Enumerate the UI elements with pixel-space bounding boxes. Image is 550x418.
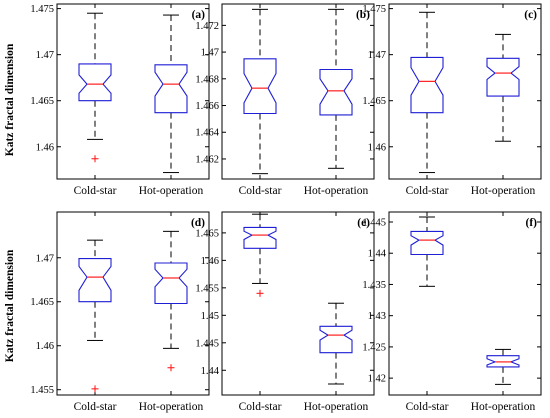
y-tick-label: 1.445: [362, 217, 386, 228]
panels: 1.46 1.465 1.47 1.475 Cold-star Hot-operation…: [30, 3, 542, 413]
category-label: Cold-star: [239, 185, 282, 197]
panel-frame: [388, 3, 542, 180]
panel-label: (b): [356, 9, 370, 21]
category-label: Hot-operation: [139, 185, 204, 197]
panel-frame: [221, 3, 375, 180]
y-tick-label: 1.47: [368, 50, 386, 61]
y-tick-label: 1.462: [195, 154, 219, 165]
y-axis-label-top: Katz fractal dimension: [4, 43, 16, 156]
panel-d: 1.455 1.46 1.465 1.47 Cold-star Hot-operation…: [30, 211, 210, 413]
panel-label: (f): [526, 217, 538, 229]
panel-frame: [388, 211, 542, 396]
box-cold-star: [78, 12, 112, 163]
y-axis-label-bottom: Katz fractal dimension: [4, 249, 16, 362]
notched-box: [154, 64, 188, 114]
y-tick-label: 1.45: [201, 311, 219, 322]
category-label: Hot-operation: [304, 401, 369, 413]
panel-frame: [56, 3, 210, 180]
y-tick-label: 1.464: [195, 128, 219, 139]
category-label: Cold-star: [74, 185, 117, 197]
category-label: Cold-star: [406, 185, 449, 197]
box-cold-star: [243, 213, 277, 297]
outlier-marker: [256, 289, 264, 297]
box-cold-star: [243, 8, 277, 175]
category-label: Cold-star: [74, 401, 117, 413]
category-label: Hot-operation: [471, 401, 536, 413]
y-tick-label: 1.425: [362, 342, 386, 353]
outlier-marker: [91, 385, 99, 393]
box-cold-star: [410, 216, 444, 287]
panel-b: 1.462 1.464 1.466 1.468 1.47 1.472 Cold-star Ho…: [195, 3, 375, 197]
notched-box: [243, 58, 277, 115]
y-tick-label: 1.46: [36, 142, 54, 153]
notched-box: [410, 230, 444, 256]
y-tick-label: 1.475: [362, 4, 386, 15]
box-cold-star: [78, 239, 112, 393]
y-tick-label: 1.472: [195, 21, 219, 32]
y-tick-label: 1.46: [201, 256, 219, 267]
category-label: Cold-star: [239, 401, 282, 413]
y-tick-label: 1.455: [195, 283, 219, 294]
notched-box: [410, 56, 444, 114]
panel-f: 1.42 1.425 1.43 1.435 1.44 1.445 Cold-star Hot-…: [362, 211, 542, 413]
panel-c: 1.46 1.465 1.47 1.475 Cold-star Hot-operation…: [362, 3, 542, 197]
y-tick-label: 1.42: [368, 374, 386, 385]
y-tick-label: 1.465: [362, 96, 386, 107]
y-tick-label: 1.435: [362, 280, 386, 291]
category-label: Hot-operation: [139, 401, 204, 413]
y-tick-label: 1.475: [30, 4, 54, 15]
outlier-marker: [167, 364, 175, 372]
notched-box: [486, 57, 520, 97]
notched-box: [243, 226, 277, 249]
y-tick-label: 1.468: [195, 74, 219, 85]
category-label: Hot-operation: [304, 185, 369, 197]
panel-a: 1.46 1.465 1.47 1.475 Cold-star Hot-operation…: [30, 3, 210, 197]
y-tick-label: 1.44: [201, 366, 220, 377]
outlier-marker: [91, 155, 99, 163]
y-tick-label: 1.455: [30, 385, 54, 396]
y-tick-label: 1.465: [195, 228, 219, 239]
notched-box: [319, 325, 353, 354]
y-tick-label: 1.465: [30, 297, 54, 308]
box-hot-operation: [319, 8, 353, 169]
notched-box: [78, 63, 112, 102]
box-hot-operation: [319, 302, 353, 385]
y-tick-label: 1.46: [36, 341, 54, 352]
panel-label: (c): [524, 9, 537, 21]
category-label: Cold-star: [406, 401, 449, 413]
panel-frame: [56, 211, 210, 396]
y-tick-label: 1.466: [195, 101, 219, 112]
y-tick-label: 1.465: [30, 96, 54, 107]
y-tick-label: 1.43: [368, 311, 386, 322]
y-tick-label: 1.47: [201, 48, 219, 59]
box-hot-operation: [486, 33, 520, 142]
y-tick-label: 1.445: [195, 338, 219, 349]
panel-frame: [221, 211, 375, 396]
notched-box: [154, 262, 188, 305]
box-cold-star: [410, 11, 444, 174]
notched-box: [78, 258, 112, 303]
box-hot-operation: [154, 14, 188, 174]
panel-e: 1.44 1.445 1.45 1.455 1.46 1.465 Cold-star Hot-…: [195, 211, 375, 413]
panel-label: (a): [192, 9, 206, 21]
y-tick-label: 1.47: [36, 50, 54, 61]
y-tick-label: 1.44: [368, 249, 387, 260]
y-tick-label: 1.47: [36, 253, 54, 264]
notched-box: [486, 355, 520, 368]
box-hot-operation: [154, 230, 188, 372]
y-tick-label: 1.46: [368, 142, 386, 153]
notched-box: [319, 68, 353, 116]
panel-label: (d): [191, 217, 205, 229]
category-label: Hot-operation: [471, 185, 536, 197]
panel-label: (e): [357, 217, 370, 229]
box-hot-operation: [486, 348, 520, 385]
